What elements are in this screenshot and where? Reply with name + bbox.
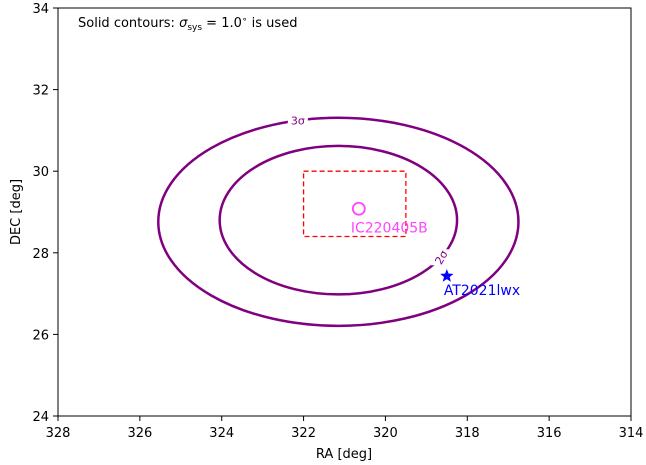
x-tick-label: 324 (209, 426, 234, 441)
x-axis-label: RA [deg] (316, 447, 372, 462)
contour-level-label: 2σ (432, 248, 450, 267)
x-tick-label: 318 (455, 426, 480, 441)
contour-label-gap (431, 249, 452, 266)
star-icon (440, 269, 454, 282)
x-tick-label: 322 (291, 426, 316, 441)
annotation-text: Solid contours: σsys = 1.0∘ is used (78, 15, 297, 33)
contour-3sigma (157, 116, 520, 328)
plot-frame (57, 7, 632, 417)
y-tick-label: 28 (32, 247, 49, 262)
x-tick-label: 326 (127, 426, 152, 441)
y-tick-label: 26 (32, 328, 49, 343)
ic220405b-marker (351, 201, 366, 216)
at2021lwx-label: AT2021lwx (444, 283, 520, 299)
x-tick-label: 314 (619, 426, 644, 441)
y-tick-label: 34 (32, 2, 49, 17)
x-tick-label: 328 (46, 426, 71, 441)
ic220405b-label: IC220405B (351, 221, 428, 237)
contour-level-label: 3σ (291, 114, 305, 127)
contour-2sigma (218, 144, 459, 296)
plot-area (58, 8, 631, 416)
contour-label-gap (287, 112, 308, 129)
uncertainty-box (302, 170, 407, 238)
x-tick-label: 316 (537, 426, 562, 441)
x-tick-label: 320 (373, 426, 398, 441)
y-tick-label: 32 (32, 84, 49, 99)
y-tick-label: 30 (32, 165, 49, 180)
y-tick-label: 24 (32, 410, 49, 425)
y-axis-label: DEC [deg] (9, 179, 24, 245)
